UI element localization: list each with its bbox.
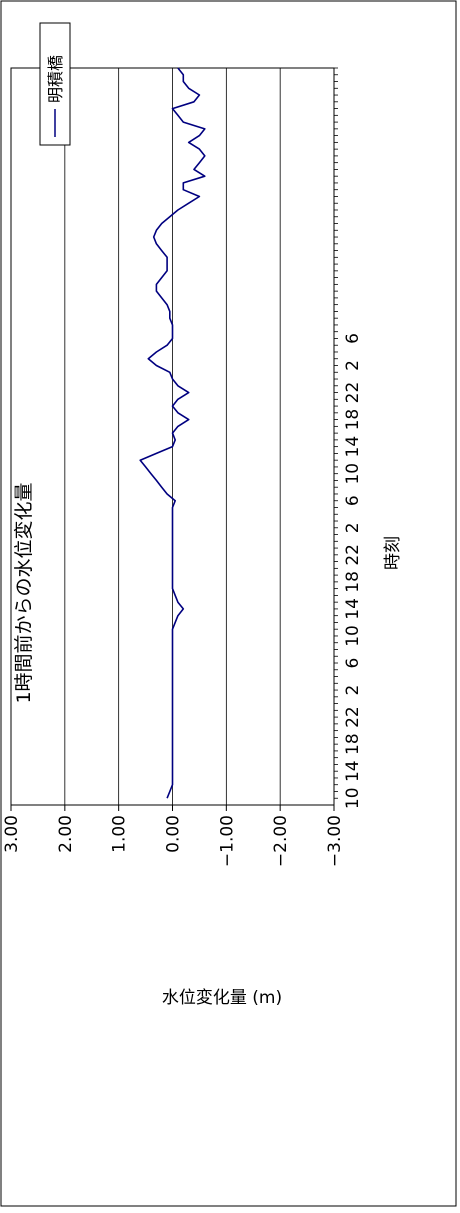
y-tick-label: 0.00 xyxy=(164,815,184,853)
x-tick-label: 22 xyxy=(343,544,363,566)
x-tick-label: 22 xyxy=(343,706,363,728)
y-axis-label: 水位変化量 (m) xyxy=(162,988,282,1008)
x-tick-label: 2 xyxy=(343,522,363,533)
y-tick-label: 2.00 xyxy=(56,815,76,853)
x-tick-label: 14 xyxy=(343,598,363,620)
y-tick-label: −3.00 xyxy=(325,815,345,867)
y-axis-ticks: 3.00 2.00 1.00 0.00 −1.00 −2.00 −3.00 xyxy=(2,805,345,867)
chart-title: 1時間前からの水位変化量 xyxy=(13,482,35,703)
x-tick-label: 14 xyxy=(343,436,363,458)
x-tick-label: 10 xyxy=(343,625,363,647)
legend-box xyxy=(39,22,71,146)
y-tick-label: −1.00 xyxy=(217,815,237,867)
x-tick-label: 10 xyxy=(343,463,363,485)
series-line xyxy=(139,67,206,799)
x-tick-label: 10 xyxy=(343,787,363,809)
x-tick-label: 6 xyxy=(343,495,363,506)
series-group xyxy=(139,67,206,799)
grid-lines xyxy=(64,68,281,805)
legend: 明積橋 xyxy=(39,22,71,146)
y-tick-label: 1.00 xyxy=(110,815,130,853)
x-tick-label: 2 xyxy=(343,685,363,696)
y-tick-label: −2.00 xyxy=(271,815,291,867)
x-tick-label: 22 xyxy=(343,382,363,404)
x-tick-label: 2 xyxy=(343,360,363,371)
x-axis-label: 時刻 xyxy=(383,536,403,570)
x-tick-label: 18 xyxy=(343,409,363,431)
x-tick-label: 6 xyxy=(343,333,363,344)
legend-label: 明積橋 xyxy=(46,55,65,103)
x-tick-label: 6 xyxy=(343,658,363,669)
x-tick-label: 18 xyxy=(343,571,363,593)
x-tick-label: 18 xyxy=(343,733,363,755)
y-tick-label: 3.00 xyxy=(2,815,22,853)
x-tick-label: 14 xyxy=(343,760,363,782)
